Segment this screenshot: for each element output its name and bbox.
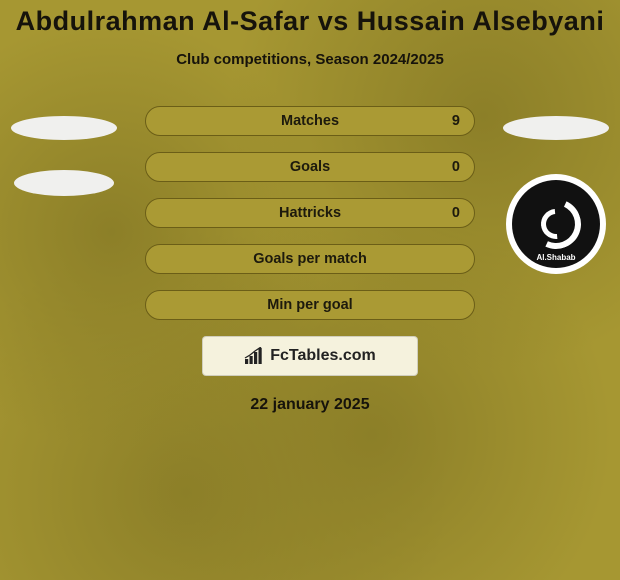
brand-badge: FcTables.com: [202, 336, 418, 376]
comparison-title: Abdulrahman Al-Safar vs Hussain Alsebyan…: [0, 6, 620, 37]
stat-label: Goals: [146, 159, 474, 175]
stats-rows: Al.Shabab Matches9Goals0Hattricks0Goals …: [0, 106, 620, 320]
left-player-marks: [4, 106, 124, 336]
right-player-marks: Al.Shabab: [496, 106, 616, 336]
snapshot-date: 22 january 2025: [0, 396, 620, 414]
right-club-label: Al.Shabab: [512, 253, 600, 262]
stat-value-right: 0: [452, 159, 460, 175]
stat-pill: Goals per match: [145, 244, 475, 274]
right-club-logo: Al.Shabab: [506, 174, 606, 274]
brand-text: FcTables.com: [270, 347, 376, 365]
bar-chart-icon: [244, 347, 266, 365]
stat-label: Hattricks: [146, 205, 474, 221]
stat-label: Goals per match: [146, 251, 474, 267]
stat-pill: Goals0: [145, 152, 475, 182]
stat-pill: Hattricks0: [145, 198, 475, 228]
right-placeholder-ellipse-1: [503, 116, 609, 140]
left-placeholder-ellipse-1: [11, 116, 117, 140]
left-placeholder-ellipse-2: [14, 170, 114, 196]
stat-label: Min per goal: [146, 297, 474, 313]
stat-label: Matches: [146, 113, 474, 129]
stat-pill: Matches9: [145, 106, 475, 136]
stat-value-right: 0: [452, 205, 460, 221]
stat-value-right: 9: [452, 113, 460, 129]
stat-pill: Min per goal: [145, 290, 475, 320]
comparison-subtitle: Club competitions, Season 2024/2025: [0, 51, 620, 68]
